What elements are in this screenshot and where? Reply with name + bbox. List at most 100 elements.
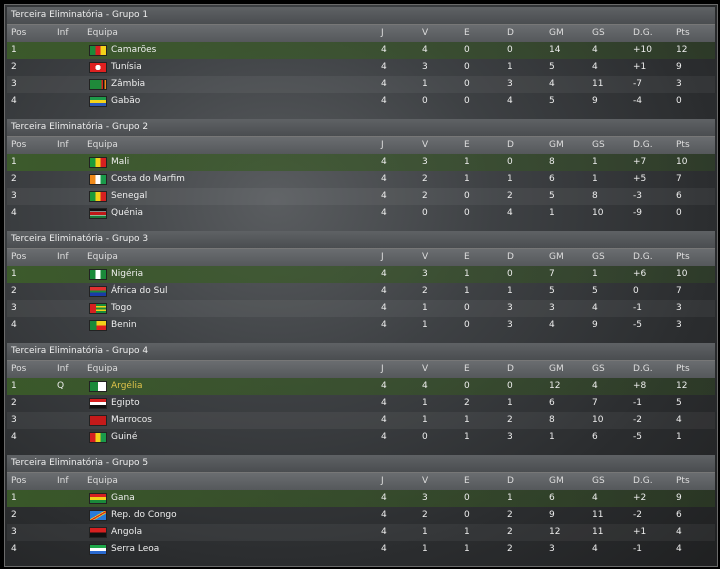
table-row[interactable]: 1 Mali 4 3 1 0 8 1 +7 10 xyxy=(7,154,715,171)
col-pos[interactable]: Pos xyxy=(11,252,27,262)
col-gm[interactable]: GM xyxy=(549,476,564,486)
team-name-link[interactable]: Benin xyxy=(111,320,137,330)
col-v[interactable]: V xyxy=(422,364,429,374)
table-row[interactable]: 1 Gana 4 3 0 1 6 4 +2 9 xyxy=(7,490,715,507)
col-dg[interactable]: D.G. xyxy=(633,140,653,150)
col-team[interactable]: Equipa xyxy=(87,476,118,486)
col-team[interactable]: Equipa xyxy=(87,252,118,262)
table-row[interactable]: 4 Quénia 4 0 0 4 1 10 -9 0 xyxy=(7,205,715,222)
col-pos[interactable]: Pos xyxy=(11,364,27,374)
col-d[interactable]: D xyxy=(507,28,514,38)
col-v[interactable]: V xyxy=(422,140,429,150)
team-name-link[interactable]: África do Sul xyxy=(111,286,168,296)
team-name-link[interactable]: Gabão xyxy=(111,96,141,106)
col-gm[interactable]: GM xyxy=(549,364,564,374)
team-name-link[interactable]: Camarões xyxy=(111,45,157,55)
d-cell: 1 xyxy=(507,398,513,408)
team-name-link[interactable]: Gana xyxy=(111,493,135,503)
col-gs[interactable]: GS xyxy=(592,140,605,150)
team-name-link[interactable]: Nigéria xyxy=(111,269,144,279)
col-e[interactable]: E xyxy=(464,28,470,38)
col-dg[interactable]: D.G. xyxy=(633,364,653,374)
col-e[interactable]: E xyxy=(464,476,470,486)
team-name-link[interactable]: Mali xyxy=(111,157,130,167)
col-e[interactable]: E xyxy=(464,364,470,374)
table-row[interactable]: 2 Tunísia 4 3 0 1 5 4 +1 9 xyxy=(7,59,715,76)
team-name-link[interactable]: Rep. do Congo xyxy=(111,510,177,520)
team-name-link[interactable]: Egipto xyxy=(111,398,140,408)
j-cell: 4 xyxy=(381,398,387,408)
col-v[interactable]: V xyxy=(422,28,429,38)
col-inf[interactable]: Inf xyxy=(57,28,69,38)
team-name-link[interactable]: Argélia xyxy=(111,381,143,391)
col-d[interactable]: D xyxy=(507,476,514,486)
col-team[interactable]: Equipa xyxy=(87,28,118,38)
team-name-link[interactable]: Marrocos xyxy=(111,415,152,425)
col-inf[interactable]: Inf xyxy=(57,140,69,150)
table-row[interactable]: 3 Senegal 4 2 0 2 5 8 -3 6 xyxy=(7,188,715,205)
col-e[interactable]: E xyxy=(464,140,470,150)
team-name-link[interactable]: Costa do Marfim xyxy=(111,174,185,184)
col-gm[interactable]: GM xyxy=(549,140,564,150)
col-dg[interactable]: D.G. xyxy=(633,476,653,486)
col-team[interactable]: Equipa xyxy=(87,364,118,374)
col-d[interactable]: D xyxy=(507,252,514,262)
table-row[interactable]: 4 Guiné 4 0 1 3 1 6 -5 1 xyxy=(7,429,715,446)
team-name-link[interactable]: Tunísia xyxy=(111,62,142,72)
col-d[interactable]: D xyxy=(507,140,514,150)
col-v[interactable]: V xyxy=(422,476,429,486)
col-pos[interactable]: Pos xyxy=(11,28,27,38)
col-gs[interactable]: GS xyxy=(592,28,605,38)
col-gs[interactable]: GS xyxy=(592,364,605,374)
col-e[interactable]: E xyxy=(464,252,470,262)
col-pts[interactable]: Pts xyxy=(676,28,690,38)
col-d[interactable]: D xyxy=(507,364,514,374)
table-row[interactable]: 2 Rep. do Congo 4 2 0 2 9 11 -2 6 xyxy=(7,507,715,524)
table-row[interactable]: 3 Angola 4 1 1 2 12 11 +1 4 xyxy=(7,524,715,541)
col-pos[interactable]: Pos xyxy=(11,140,27,150)
col-gm[interactable]: GM xyxy=(549,252,564,262)
table-row[interactable]: 1 Camarões 4 4 0 0 14 4 +10 12 xyxy=(7,42,715,59)
team-name-link[interactable]: Serra Leoa xyxy=(111,544,160,554)
team-name-link[interactable]: Guiné xyxy=(111,432,138,442)
col-inf[interactable]: Inf xyxy=(57,476,69,486)
col-dg[interactable]: D.G. xyxy=(633,252,653,262)
table-row[interactable]: 3 Zâmbia 4 1 0 3 4 11 -7 3 xyxy=(7,76,715,93)
table-row[interactable]: 2 Costa do Marfim 4 2 1 1 6 1 +5 7 xyxy=(7,171,715,188)
position-cell: 1 xyxy=(11,45,17,55)
col-pts[interactable]: Pts xyxy=(676,364,690,374)
col-inf[interactable]: Inf xyxy=(57,252,69,262)
table-row[interactable]: 1 Q Argélia 4 4 0 0 12 4 +8 12 xyxy=(7,378,715,395)
col-dg[interactable]: D.G. xyxy=(633,28,653,38)
col-j[interactable]: J xyxy=(381,252,384,262)
table-row[interactable]: 1 Nigéria 4 3 1 0 7 1 +6 10 xyxy=(7,266,715,283)
col-j[interactable]: J xyxy=(381,140,384,150)
table-row[interactable]: 4 Serra Leoa 4 1 1 2 3 4 -1 4 xyxy=(7,541,715,558)
col-pos[interactable]: Pos xyxy=(11,476,27,486)
col-team[interactable]: Equipa xyxy=(87,140,118,150)
gs-cell: 11 xyxy=(592,510,604,520)
team-name-link[interactable]: Senegal xyxy=(111,191,148,201)
team-name-link[interactable]: Zâmbia xyxy=(111,79,146,89)
table-row[interactable]: 2 Egipto 4 1 2 1 6 7 -1 5 xyxy=(7,395,715,412)
table-row[interactable]: 3 Marrocos 4 1 1 2 8 10 -2 4 xyxy=(7,412,715,429)
col-pts[interactable]: Pts xyxy=(676,140,690,150)
col-gs[interactable]: GS xyxy=(592,476,605,486)
table-row[interactable]: 4 Gabão 4 0 0 4 5 9 -4 0 xyxy=(7,93,715,110)
col-gs[interactable]: GS xyxy=(592,252,605,262)
team-name-link[interactable]: Angola xyxy=(111,527,143,537)
col-j[interactable]: J xyxy=(381,364,384,374)
col-v[interactable]: V xyxy=(422,252,429,262)
col-inf[interactable]: Inf xyxy=(57,364,69,374)
team-name-link[interactable]: Quénia xyxy=(111,208,144,218)
col-j[interactable]: J xyxy=(381,28,384,38)
team-name-link[interactable]: Togo xyxy=(111,303,132,313)
col-gm[interactable]: GM xyxy=(549,28,564,38)
col-pts[interactable]: Pts xyxy=(676,252,690,262)
position-cell: 4 xyxy=(11,320,17,330)
col-pts[interactable]: Pts xyxy=(676,476,690,486)
table-row[interactable]: 2 África do Sul 4 2 1 1 5 5 0 7 xyxy=(7,283,715,300)
table-row[interactable]: 4 Benin 4 1 0 3 4 9 -5 3 xyxy=(7,317,715,334)
table-row[interactable]: 3 Togo 4 1 0 3 3 4 -1 3 xyxy=(7,300,715,317)
col-j[interactable]: J xyxy=(381,476,384,486)
